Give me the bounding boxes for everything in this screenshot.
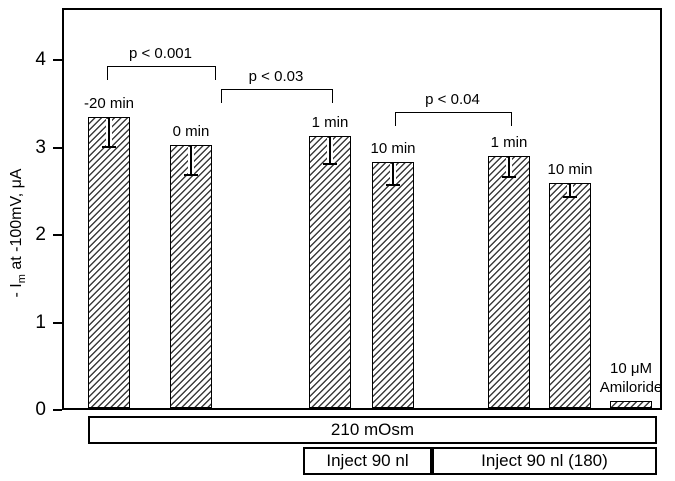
bar-label: 10 min [370, 139, 416, 157]
error-bar-cap [563, 196, 577, 199]
bar [170, 144, 212, 408]
bar-label: 1 min [490, 134, 528, 152]
bar [88, 116, 130, 408]
bar [610, 401, 652, 408]
error-bar-line [190, 144, 192, 176]
y-tick-label: 3 [35, 136, 46, 158]
bar-label: 1 min [311, 114, 349, 132]
bar-label: -20 min [83, 94, 135, 112]
error-bar-line [392, 161, 394, 186]
error-bar-line [108, 116, 110, 148]
y-axis-label-prefix: - I [8, 283, 25, 298]
significance-label: p < 0.001 [129, 45, 192, 62]
y-tick-mark [53, 146, 62, 149]
bar [372, 161, 414, 408]
y-tick-mark [53, 321, 62, 324]
significance-bracket [395, 112, 512, 126]
error-bar-cap [184, 173, 198, 176]
error-bar-line [508, 156, 510, 179]
group-box: Inject 90 nl (180) [432, 447, 657, 475]
y-tick-label: 2 [35, 224, 46, 245]
bar-label: 0 min [172, 122, 210, 140]
y-axis-label-subscript: m [16, 274, 29, 284]
error-bar-cap [502, 176, 516, 179]
y-tick-label: 0 [35, 399, 46, 420]
y-tick-label: 1 [35, 311, 46, 333]
y-tick-mark [53, 234, 62, 236]
significance-bracket [221, 89, 333, 103]
error-bar-line [569, 182, 571, 199]
y-tick-mark [53, 59, 62, 61]
significance-label: p < 0.04 [425, 91, 480, 108]
group-box: 210 mOsm [88, 416, 657, 444]
y-axis-label-suffix: at -100mV, μA [8, 168, 25, 275]
group-box: Inject 90 nl [303, 447, 432, 475]
error-bar-cap [102, 145, 116, 148]
error-bar-cap [386, 184, 400, 186]
y-tick-mark [53, 409, 62, 411]
y-tick-label: 4 [35, 49, 46, 70]
bar-label: 10 μM Amiloride [599, 360, 663, 397]
bar-label: 10 min [547, 160, 593, 178]
bar [309, 136, 351, 408]
bar [549, 182, 591, 408]
bar [488, 156, 530, 408]
error-bar-line [329, 136, 331, 165]
significance-label: p < 0.03 [248, 68, 304, 85]
error-bar-cap [323, 163, 337, 165]
significance-bracket [107, 66, 216, 80]
